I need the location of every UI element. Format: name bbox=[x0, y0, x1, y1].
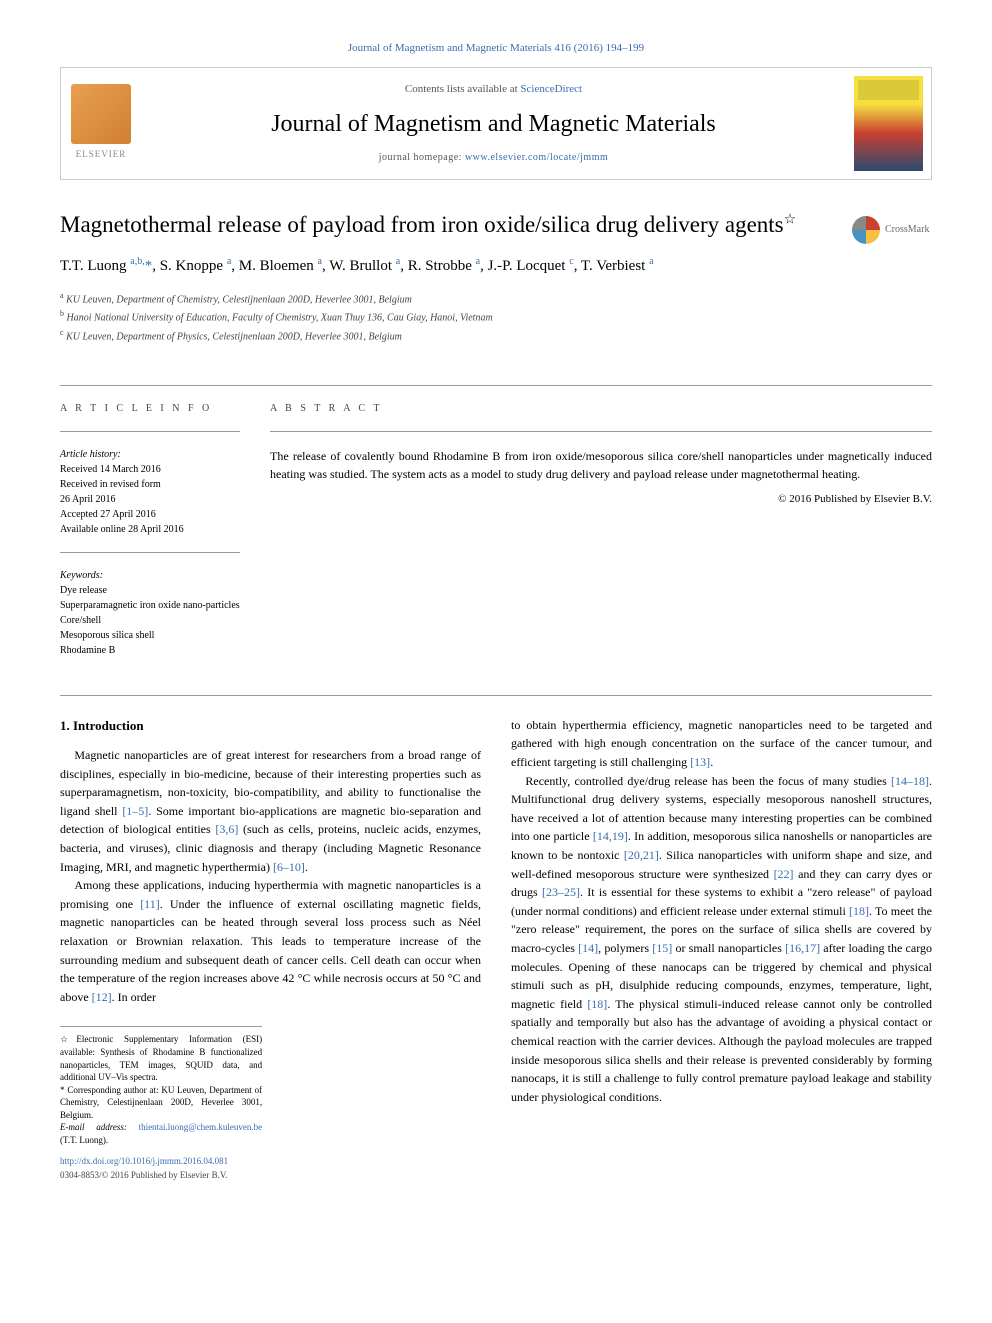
keyword: Mesoporous silica shell bbox=[60, 628, 240, 643]
journal-header: ELSEVIER Contents lists available at Sci… bbox=[60, 67, 932, 180]
email-person: (T.T. Luong). bbox=[60, 1135, 108, 1145]
info-abstract-row: A R T I C L E I N F O Article history: R… bbox=[60, 401, 932, 670]
info-divider bbox=[60, 431, 240, 432]
affiliation-c: c KU Leuven, Department of Physics, Cele… bbox=[60, 327, 832, 345]
paragraph: to obtain hyperthermia efficiency, magne… bbox=[511, 716, 932, 772]
footnote-esi: ☆Electronic Supplementary Information (E… bbox=[60, 1033, 262, 1083]
crossmark-badge[interactable]: CrossMark bbox=[852, 210, 932, 250]
left-column: 1. Introduction Magnetic nanoparticles a… bbox=[60, 716, 481, 1183]
paragraph: Magnetic nanoparticles are of great inte… bbox=[60, 746, 481, 876]
affiliation-a: a KU Leuven, Department of Chemistry, Ce… bbox=[60, 290, 832, 308]
crossmark-label: CrossMark bbox=[885, 222, 929, 237]
top-citation[interactable]: Journal of Magnetism and Magnetic Materi… bbox=[60, 40, 932, 57]
history-label: Article history: bbox=[60, 447, 240, 462]
history-block: Article history: Received 14 March 2016 … bbox=[60, 447, 240, 537]
right-column: to obtain hyperthermia efficiency, magne… bbox=[511, 716, 932, 1183]
header-center: Contents lists available at ScienceDirec… bbox=[141, 68, 846, 179]
title-text: Magnetothermal release of payload from i… bbox=[60, 212, 784, 237]
footnote-email: E-mail address: thientai.luong@chem.kule… bbox=[60, 1121, 262, 1146]
section-heading: 1. Introduction bbox=[60, 716, 481, 736]
abstract: A B S T R A C T The release of covalentl… bbox=[270, 401, 932, 670]
contents-line: Contents lists available at ScienceDirec… bbox=[151, 81, 836, 98]
keywords-block: Keywords: Dye release Superparamagnetic … bbox=[60, 568, 240, 658]
affiliation-b: b Hanoi National University of Education… bbox=[60, 308, 832, 326]
homepage-link[interactable]: www.elsevier.com/locate/jmmm bbox=[465, 152, 608, 163]
crossmark-icon bbox=[852, 216, 880, 244]
issn-line: 0304-8853/© 2016 Published by Elsevier B… bbox=[60, 1169, 481, 1183]
cover-block bbox=[846, 68, 931, 179]
footnotes: ☆Electronic Supplementary Information (E… bbox=[60, 1026, 262, 1146]
keyword: Dye release bbox=[60, 583, 240, 598]
keyword: Rhodamine B bbox=[60, 643, 240, 658]
publisher-block: ELSEVIER bbox=[61, 68, 141, 179]
abstract-divider bbox=[270, 431, 932, 432]
bottom-info: http://dx.doi.org/10.1016/j.jmmm.2016.04… bbox=[60, 1155, 481, 1183]
abstract-heading: A B S T R A C T bbox=[270, 401, 932, 416]
email-link[interactable]: thientai.luong@chem.kuleuven.be bbox=[139, 1122, 263, 1132]
history-line: 26 April 2016 bbox=[60, 492, 240, 507]
authors: T.T. Luong a,b,*, S. Knoppe a, M. Bloeme… bbox=[60, 254, 832, 278]
abstract-copyright: © 2016 Published by Elsevier B.V. bbox=[270, 491, 932, 508]
footnote-corresp: * Corresponding author at: KU Leuven, De… bbox=[60, 1084, 262, 1122]
history-line: Available online 28 April 2016 bbox=[60, 522, 240, 537]
title-block: Magnetothermal release of payload from i… bbox=[60, 210, 832, 365]
publisher-name: ELSEVIER bbox=[76, 148, 127, 162]
keyword: Superparamagnetic iron oxide nano-partic… bbox=[60, 598, 240, 613]
paragraph: Recently, controlled dye/drug release ha… bbox=[511, 772, 932, 1107]
main-divider bbox=[60, 695, 932, 696]
info-divider bbox=[60, 552, 240, 553]
article-title: Magnetothermal release of payload from i… bbox=[60, 210, 832, 240]
history-line: Received 14 March 2016 bbox=[60, 462, 240, 477]
sciencedirect-link[interactable]: ScienceDirect bbox=[520, 83, 582, 95]
keyword: Core/shell bbox=[60, 613, 240, 628]
body-columns: 1. Introduction Magnetic nanoparticles a… bbox=[60, 716, 932, 1183]
history-line: Received in revised form bbox=[60, 477, 240, 492]
title-note-marker: ☆ bbox=[784, 212, 797, 227]
doi-link[interactable]: http://dx.doi.org/10.1016/j.jmmm.2016.04… bbox=[60, 1156, 228, 1166]
email-label: E-mail address: bbox=[60, 1122, 139, 1132]
article-header: Magnetothermal release of payload from i… bbox=[60, 210, 932, 365]
abstract-text: The release of covalently bound Rhodamin… bbox=[270, 447, 932, 483]
info-heading: A R T I C L E I N F O bbox=[60, 401, 240, 416]
journal-title: Journal of Magnetism and Magnetic Materi… bbox=[151, 106, 836, 142]
homepage-line: journal homepage: www.elsevier.com/locat… bbox=[151, 150, 836, 165]
paragraph: Among these applications, inducing hyper… bbox=[60, 876, 481, 1006]
homepage-prefix: journal homepage: bbox=[379, 152, 465, 163]
affiliations: a KU Leuven, Department of Chemistry, Ce… bbox=[60, 290, 832, 345]
contents-prefix: Contents lists available at bbox=[405, 83, 520, 95]
elsevier-logo-icon bbox=[71, 84, 131, 144]
journal-cover-icon bbox=[854, 76, 923, 171]
keywords-label: Keywords: bbox=[60, 568, 240, 583]
history-line: Accepted 27 April 2016 bbox=[60, 507, 240, 522]
article-info: A R T I C L E I N F O Article history: R… bbox=[60, 401, 240, 670]
divider bbox=[60, 385, 932, 386]
